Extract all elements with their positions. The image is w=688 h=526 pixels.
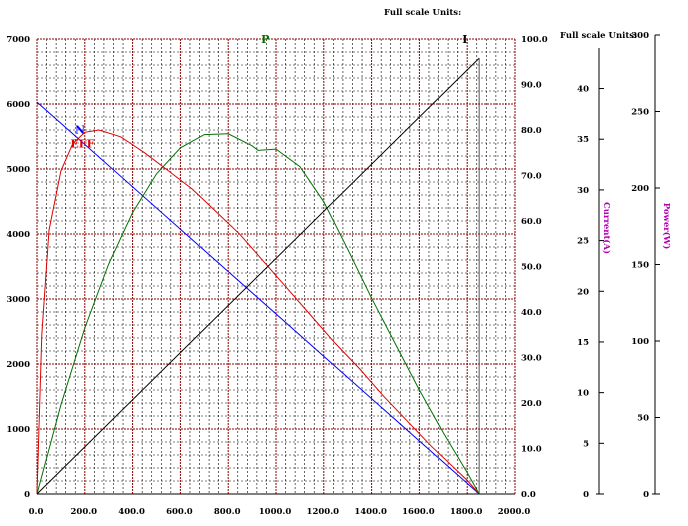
- series-label-i: I: [462, 33, 467, 46]
- power-tick-label: 100: [631, 337, 649, 347]
- left-tick-label: 2000: [6, 360, 30, 370]
- x-tick-label: 200.0: [70, 507, 97, 517]
- series-label-eff: EFF: [70, 138, 94, 151]
- series-i-line: [36, 57, 480, 495]
- left-tick-label: 6000: [6, 100, 30, 110]
- current-tick-label: 30: [577, 186, 589, 196]
- series-n-line: [36, 101, 480, 495]
- x-tick-label: 800.0: [214, 507, 241, 517]
- eff-tick-label: 90.0: [521, 81, 542, 91]
- header-top: Full scale Units:: [384, 8, 461, 18]
- eff-tick-label: 70.0: [521, 172, 542, 182]
- eff-tick-label: 50.0: [521, 263, 542, 273]
- left-tick-label: 7000: [6, 35, 30, 45]
- current-tick-label: 20: [577, 287, 589, 297]
- eff-tick-label: 20.0: [521, 399, 542, 409]
- header-right: Full scale Units:: [560, 31, 637, 41]
- current-tick-label: 25: [577, 237, 589, 247]
- x-tick-label: 2000.0: [498, 507, 531, 517]
- current-axis-title: Current(A): [601, 202, 612, 254]
- series-label-p: P: [261, 33, 269, 46]
- power-tick-label: 300: [631, 31, 649, 41]
- power-tick-label: 250: [631, 108, 649, 118]
- power-tick-label: 50: [637, 414, 649, 424]
- current-tick-label: 40: [577, 85, 589, 95]
- power-tick-label: 150: [631, 261, 649, 271]
- left-tick-label: 1000: [6, 425, 30, 435]
- x-tick-label: 1800.0: [450, 507, 483, 517]
- left-tick-label: 4000: [6, 230, 30, 240]
- eff-tick-label: 100.0: [521, 35, 548, 45]
- eff-tick-label: 40.0: [521, 308, 542, 318]
- eff-tick-label: 30.0: [521, 354, 542, 364]
- power-tick-label: 200: [631, 184, 649, 194]
- left-tick-label: 3000: [6, 295, 30, 305]
- x-tick-label: 1400.0: [354, 507, 387, 517]
- left-tick-label: 5000: [6, 165, 30, 175]
- left-tick-label: 0: [24, 490, 30, 500]
- current-tick-label: 15: [577, 338, 589, 348]
- series-eff-line: [36, 129, 480, 495]
- plot-grid: [36, 38, 516, 495]
- x-tick-label: 1000.0: [259, 507, 292, 517]
- current-tick-label: 35: [577, 135, 589, 145]
- eff-tick-label: 80.0: [521, 126, 542, 136]
- current-tick-label: 5: [583, 439, 589, 449]
- x-tick-label: 1200.0: [307, 507, 340, 517]
- eff-tick-label: 60.0: [521, 217, 542, 227]
- chart-curves: [36, 57, 480, 495]
- x-tick-label: 0.0: [29, 507, 44, 517]
- power-axis-title: Power(W): [661, 203, 672, 250]
- series-p-line: [36, 133, 480, 495]
- x-tick-label: 1600.0: [402, 507, 435, 517]
- series-labels: N EFF P I: [70, 33, 467, 151]
- current-tick-label: 0: [583, 490, 589, 500]
- eff-tick-label: 0.0: [521, 490, 536, 500]
- power-tick-label: 0: [643, 490, 649, 500]
- chart-axes: 0.0 200.0 400.0 600.0 800.0 1000.0 1200.0 1400.…: [6, 31, 672, 517]
- series-label-n: N: [75, 123, 85, 136]
- x-tick-label: 400.0: [118, 507, 145, 517]
- eff-tick-label: 10.0: [521, 445, 542, 455]
- x-tick-label: 600.0: [166, 507, 193, 517]
- current-tick-label: 10: [577, 389, 589, 399]
